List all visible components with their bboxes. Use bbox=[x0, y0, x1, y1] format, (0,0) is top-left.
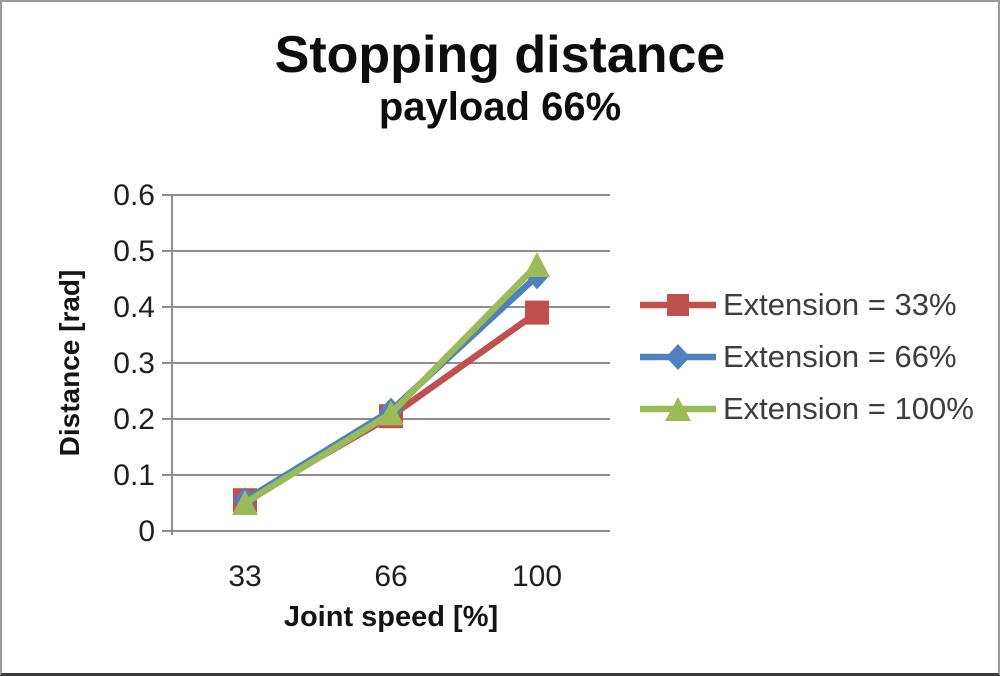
y-tick-label: 0 bbox=[138, 515, 155, 548]
x-tick-label: 100 bbox=[512, 560, 562, 593]
legend-marker-triangle-icon bbox=[640, 397, 716, 421]
chart-title-block: Stopping distance payload 66% bbox=[2, 26, 998, 130]
legend-label: Extension = 66% bbox=[723, 339, 957, 374]
y-axis-title: Distance [rad] bbox=[54, 269, 85, 457]
legend-item: Extension = 66% bbox=[640, 331, 974, 383]
legend-item: Extension = 100% bbox=[640, 383, 974, 435]
marker-triangle bbox=[232, 490, 258, 515]
chart-title: Stopping distance bbox=[274, 26, 726, 84]
y-tick-label: 0.6 bbox=[113, 179, 155, 212]
marker-triangle bbox=[378, 400, 404, 426]
legend-label: Extension = 100% bbox=[723, 391, 974, 426]
legend-item: Extension = 33% bbox=[640, 279, 974, 331]
y-tick-label: 0.4 bbox=[113, 291, 155, 324]
chart-subtitle: payload 66% bbox=[378, 85, 622, 130]
y-tick-label: 0.3 bbox=[113, 347, 155, 380]
x-axis-title: Joint speed [%] bbox=[283, 601, 499, 633]
legend: Extension = 33% Extension = 66% Extension … bbox=[640, 279, 974, 435]
y-tick-label: 0.5 bbox=[113, 235, 155, 268]
marker-triangle bbox=[524, 252, 550, 277]
y-tick-label: 0.1 bbox=[113, 459, 155, 492]
x-tick-label: 33 bbox=[228, 560, 261, 593]
legend-label: Extension = 33% bbox=[723, 287, 957, 322]
legend-marker-diamond-icon bbox=[640, 344, 716, 370]
legend-marker-square-icon bbox=[640, 294, 716, 316]
y-tick-label: 0.2 bbox=[113, 403, 155, 436]
series-line bbox=[241, 261, 541, 507]
marker-square bbox=[525, 300, 549, 325]
x-tick-label: 66 bbox=[374, 560, 407, 593]
